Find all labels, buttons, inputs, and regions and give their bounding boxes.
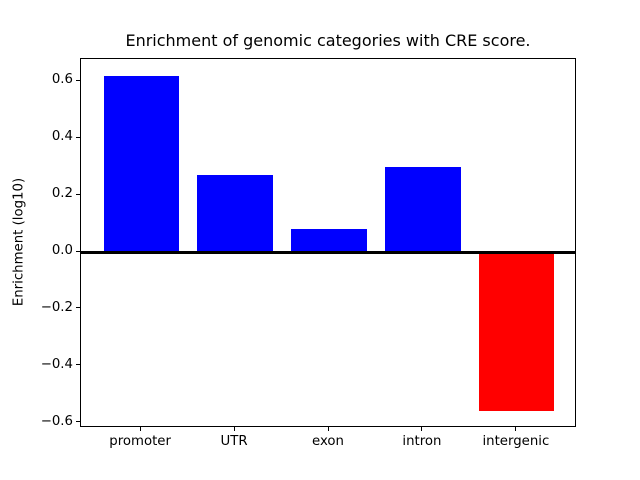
bar-promoter bbox=[103, 75, 179, 253]
y-tick-label: 0.2 bbox=[51, 186, 73, 202]
bar-exon bbox=[291, 229, 367, 253]
y-tick-label: −0.6 bbox=[40, 413, 73, 429]
y-tick-label: −0.4 bbox=[40, 356, 73, 372]
y-tick-mark bbox=[76, 136, 80, 138]
x-tick-label: intergenic bbox=[482, 434, 550, 449]
chart-title: Enrichment of genomic categories with CR… bbox=[125, 31, 531, 50]
bar-UTR bbox=[197, 175, 273, 253]
y-tick-mark bbox=[76, 364, 80, 366]
bar-intron bbox=[385, 166, 461, 253]
plot-area bbox=[80, 58, 576, 427]
bar-intergenic bbox=[479, 252, 555, 412]
y-tick-label: −0.2 bbox=[40, 299, 73, 315]
y-tick-mark bbox=[76, 250, 80, 252]
y-tick-mark bbox=[76, 307, 80, 309]
x-tick-label: exon bbox=[312, 434, 344, 449]
y-tick-label: 0.4 bbox=[51, 129, 73, 145]
x-tick-mark bbox=[233, 427, 235, 431]
x-tick-label: promoter bbox=[109, 434, 171, 449]
y-tick-label: 0.0 bbox=[51, 243, 73, 259]
y-tick-mark bbox=[76, 193, 80, 195]
x-tick-mark bbox=[421, 427, 423, 431]
y-tick-mark bbox=[76, 421, 80, 423]
zero-line bbox=[81, 250, 575, 254]
x-tick-mark bbox=[327, 427, 329, 431]
x-tick-label: UTR bbox=[220, 434, 248, 449]
x-tick-mark bbox=[139, 427, 141, 431]
x-tick-mark bbox=[515, 427, 517, 431]
y-tick-mark bbox=[76, 79, 80, 81]
x-tick-label: intron bbox=[402, 434, 442, 449]
y-tick-label: 0.6 bbox=[51, 72, 73, 88]
